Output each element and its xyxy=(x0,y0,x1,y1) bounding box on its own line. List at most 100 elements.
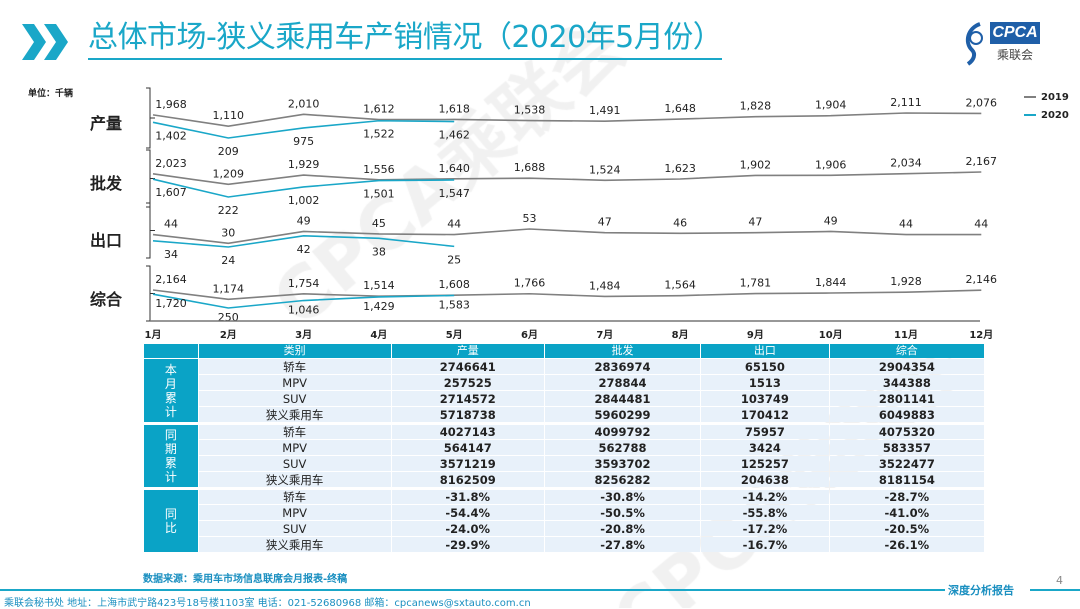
value-cell: 8181154 xyxy=(829,472,984,487)
data-label: 1,618 xyxy=(438,102,470,115)
category-cell: MPV xyxy=(198,440,391,455)
table-row: 狭义乘用车 -29.9% -27.8% -16.7% -26.1% xyxy=(144,537,984,552)
x-tick-label: 3月 xyxy=(295,329,312,341)
table-row: 本月累计 轿车 2746641 2836974 65150 2904354 xyxy=(144,359,984,422)
value-cell: -20.8% xyxy=(544,521,701,536)
data-label: 1,929 xyxy=(288,158,320,171)
data-label: 38 xyxy=(372,245,386,258)
series-line-2019 xyxy=(152,112,982,127)
table-row: 同比 轿车 -31.8% -30.8% -14.2% -28.7% xyxy=(144,488,984,552)
unit-label: 单位：千辆 xyxy=(28,89,74,99)
value-cell: 3522477 xyxy=(829,456,984,471)
value-cell: 2844481 xyxy=(544,391,701,406)
line-chart: 1,968 1,110 2,010 1,612 1,618 1,538 1,491 1,648… xyxy=(145,87,997,341)
category-cell: SUV xyxy=(198,456,391,471)
table-row: 狭义乘用车 5718738 5960299 170412 6049883 xyxy=(144,407,984,422)
value-cell: 5960299 xyxy=(544,407,701,422)
value-cell: 562788 xyxy=(544,440,701,455)
x-tick-label: 4月 xyxy=(370,329,387,341)
value-cell: 3424 xyxy=(701,440,829,455)
series-line-2019 xyxy=(152,228,982,245)
table-row: MPV 257525 278844 1513 344388 xyxy=(144,375,984,390)
data-label: 25 xyxy=(447,253,461,266)
data-label: 1,688 xyxy=(514,161,546,174)
column-header: 综合 xyxy=(829,344,984,358)
column-header: 类别 xyxy=(198,344,391,358)
category-cell: 轿车 xyxy=(198,359,391,374)
value-cell: 583357 xyxy=(829,440,984,455)
data-label: 1,608 xyxy=(438,278,470,291)
data-label: 1,902 xyxy=(740,158,772,171)
logo-text: CPCA xyxy=(990,22,1040,44)
data-label: 45 xyxy=(372,217,386,230)
value-cell: 4099792 xyxy=(544,423,701,439)
series-line-2020 xyxy=(152,178,455,198)
data-label: 1,720 xyxy=(155,297,187,310)
data-label: 1,904 xyxy=(815,99,847,112)
value-cell: 564147 xyxy=(391,440,544,455)
panel-bracket xyxy=(146,202,155,259)
group-label: 同期累计 xyxy=(144,423,198,487)
data-label: 1,402 xyxy=(155,129,187,142)
panel-bracket xyxy=(146,87,155,149)
data-label: 1,002 xyxy=(288,194,320,207)
data-label: 1,556 xyxy=(363,163,395,176)
data-label: 53 xyxy=(523,212,537,225)
data-label: 1,607 xyxy=(155,186,187,199)
value-cell: 75957 xyxy=(701,423,829,439)
x-tick-label: 8月 xyxy=(672,329,689,341)
x-tick-label: 9月 xyxy=(747,329,764,341)
data-label: 1,429 xyxy=(363,300,395,313)
value-cell: 170412 xyxy=(701,407,829,422)
value-cell: 2714572 xyxy=(391,391,544,406)
table-row: SUV -24.0% -20.8% -17.2% -20.5% xyxy=(144,521,984,536)
data-source: 数据来源：乘用车市场信息联席会月报表-终稿 xyxy=(143,574,348,585)
value-cell: -55.8% xyxy=(701,505,829,520)
data-label: 44 xyxy=(974,218,988,231)
panel-bracket xyxy=(146,265,155,322)
table-row: 同期累计 轿车 4027143 4099792 75957 4075320 xyxy=(144,423,984,487)
value-cell: 4075320 xyxy=(829,423,984,439)
value-cell: -27.8% xyxy=(544,537,701,552)
data-label: 1,209 xyxy=(213,167,245,180)
series-line-2020 xyxy=(152,235,455,248)
x-tick-label: 11月 xyxy=(894,329,918,341)
x-tick-label: 12月 xyxy=(969,329,993,341)
table-row: SUV 2714572 2844481 103749 2801141 xyxy=(144,391,984,406)
legend-swatch xyxy=(1024,114,1036,116)
value-cell: -28.7% xyxy=(829,488,984,504)
legend-2020: 2020 xyxy=(1024,110,1069,121)
legend-2019: 2019 xyxy=(1024,92,1069,103)
value-cell: 4027143 xyxy=(391,423,544,439)
value-cell: 2746641 xyxy=(391,359,544,374)
data-label: 1,538 xyxy=(514,104,546,117)
data-label: 250 xyxy=(218,311,239,324)
column-header: 批发 xyxy=(544,344,701,358)
column-header: 出口 xyxy=(701,344,829,358)
data-label: 44 xyxy=(447,218,461,231)
data-label: 1,928 xyxy=(890,275,922,288)
column-header xyxy=(144,344,198,358)
category-cell: SUV xyxy=(198,521,391,536)
data-label: 1,110 xyxy=(213,109,245,122)
data-label: 1,491 xyxy=(589,104,621,117)
category-cell: 狭义乘用车 xyxy=(198,537,391,552)
data-label: 1,781 xyxy=(740,277,772,290)
data-label: 1,564 xyxy=(664,279,696,292)
data-label: 1,522 xyxy=(363,128,395,141)
data-label: 2,111 xyxy=(890,96,922,109)
value-cell: 8256282 xyxy=(544,472,701,487)
value-cell: 2836974 xyxy=(544,359,701,374)
data-label: 44 xyxy=(899,218,913,231)
value-cell: 344388 xyxy=(829,375,984,390)
chevron-double-icon xyxy=(22,24,68,60)
value-cell: -17.2% xyxy=(701,521,829,536)
value-cell: 103749 xyxy=(701,391,829,406)
group-label: 同比 xyxy=(144,488,198,552)
value-cell: 2904354 xyxy=(829,359,984,374)
value-cell: -54.4% xyxy=(391,505,544,520)
data-label: 1,754 xyxy=(288,277,320,290)
data-label: 44 xyxy=(164,218,178,231)
value-cell: 278844 xyxy=(544,375,701,390)
value-cell: 3571219 xyxy=(391,456,544,471)
